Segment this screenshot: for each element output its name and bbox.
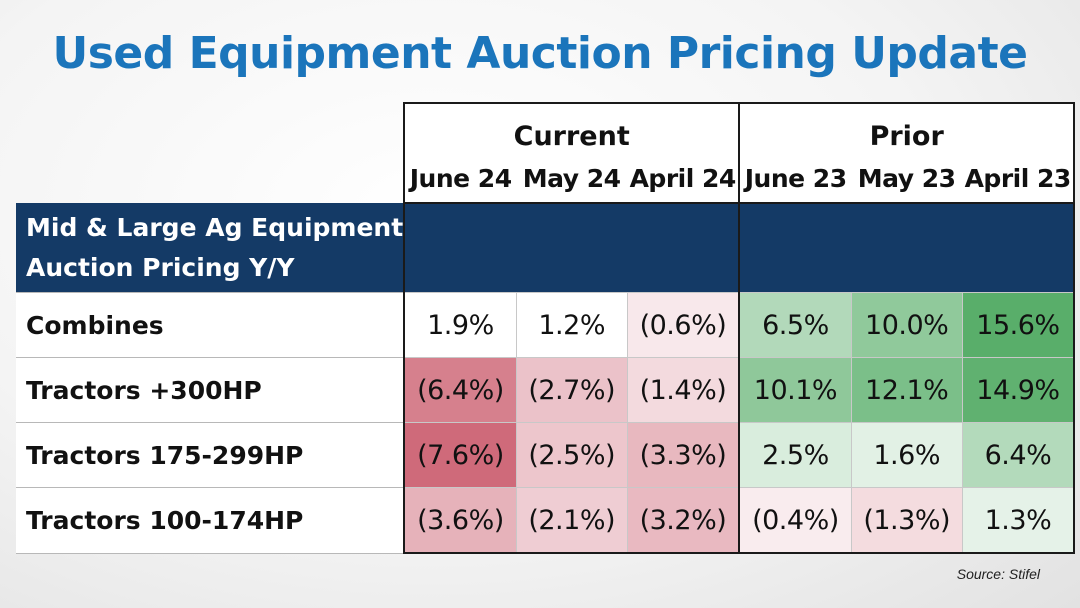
column-header-may-24: May 24 (516, 154, 628, 204)
column-header-june-24: June 24 (403, 154, 517, 204)
table-cell: 1.9% (403, 292, 517, 358)
table-cell: (0.4%) (738, 487, 852, 554)
group-header-row: Current Prior (16, 102, 1076, 154)
row-label: Tractors 175-299HP (16, 422, 405, 488)
table-cell: 10.1% (738, 357, 852, 423)
source-note: Source: Stifel (956, 566, 1040, 582)
table-cell: (2.7%) (515, 357, 628, 423)
row-label: Tractors +300HP (16, 357, 405, 423)
table-cell: 15.6% (961, 292, 1076, 358)
table-cell: 6.4% (961, 422, 1076, 488)
table-cell: 10.0% (850, 292, 963, 358)
row-header-line-1: Mid & Large Ag Equipment (26, 212, 404, 242)
table-cell: (3.3%) (626, 422, 741, 488)
row-label: Tractors 100-174HP (16, 487, 405, 554)
table-row: Tractors +300HP (6.4%) (2.7%) (1.4%) 10.1% 12… (16, 357, 1076, 423)
table-body: Combines 1.9% 1.2% (0.6%) 6.5% 10.0% 15.6% Trac… (16, 292, 1076, 554)
month-header-row: June 24 May 24 April 24 June 23 May 23 A… (16, 154, 1076, 204)
table-cell: (7.6%) (403, 422, 517, 488)
page-title: Used Equipment Auction Pricing Update (52, 28, 1028, 79)
table-cell: 6.5% (738, 292, 852, 358)
table-row: Combines 1.9% 1.2% (0.6%) 6.5% 10.0% 15.6% (16, 292, 1076, 358)
section-band-current (403, 203, 741, 293)
table-cell: (2.1%) (515, 487, 628, 554)
table-cell: 2.5% (738, 422, 852, 488)
table-cell: (6.4%) (403, 357, 517, 423)
table-cell: 1.6% (850, 422, 963, 488)
column-header-april-23: April 23 (962, 154, 1076, 204)
table-cell: 12.1% (850, 357, 963, 423)
table-cell: (1.4%) (626, 357, 741, 423)
table-cell: 1.2% (515, 292, 628, 358)
column-header-may-23: May 23 (851, 154, 963, 204)
column-header-june-23: June 23 (738, 154, 852, 204)
table-cell: (3.6%) (403, 487, 517, 554)
section-band-prior (738, 203, 1076, 293)
row-header-line-2: Auction Pricing Y/Y (26, 252, 295, 282)
table-cell: 1.3% (961, 487, 1076, 554)
auction-pricing-table: Current Prior June 24 May 24 April 24 Ju… (16, 102, 1076, 554)
table-cell: (1.3%) (850, 487, 963, 554)
group-header-current: Current (403, 102, 741, 154)
group-header-prior: Prior (738, 102, 1076, 154)
section-header-row: Mid & Large Ag Equipment Auction Pricing… (16, 203, 1076, 293)
table-cell: (0.6%) (626, 292, 741, 358)
table-row: Tractors 175-299HP (7.6%) (2.5%) (3.3%) 2.5%… (16, 422, 1076, 488)
row-header-title: Mid & Large Ag Equipment Auction Pricing… (16, 203, 405, 293)
table-cell: 14.9% (961, 357, 1076, 423)
row-label: Combines (16, 292, 405, 358)
column-header-april-24: April 24 (627, 154, 741, 204)
corner-blank (16, 103, 404, 154)
table-cell: (3.2%) (626, 487, 741, 554)
table-row: Tractors 100-174HP (3.6%) (2.1%) (3.2%) (0.4… (16, 487, 1076, 554)
table-cell: (2.5%) (515, 422, 628, 488)
corner-blank-2 (16, 154, 404, 203)
